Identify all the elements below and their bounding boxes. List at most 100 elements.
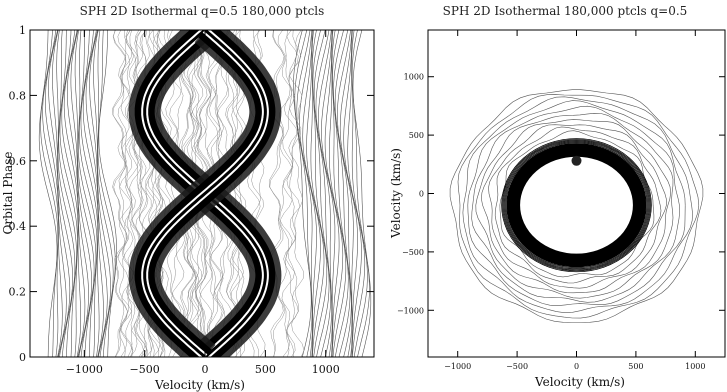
right-y-tick-label: −1000	[397, 306, 424, 315]
trailed-spectrum-panel: SPH 2D Isothermal q=0.5 180,000 ptcls −1…	[1, 4, 375, 392]
interior-contour	[117, 30, 134, 357]
left-y-tick-label: 0.8	[9, 89, 27, 102]
left-y-tick-label: 0.4	[9, 220, 27, 233]
disc-outer-contour	[462, 96, 693, 314]
right-plot-area	[449, 89, 704, 323]
bright-spot	[571, 155, 582, 166]
wing-contour	[40, 30, 59, 357]
wing-contour	[333, 30, 352, 357]
wing-contour	[38, 30, 58, 357]
wing-contour	[306, 30, 325, 357]
right-y-tick-label: 500	[409, 131, 424, 140]
left-y-tick-label: 1	[19, 24, 26, 37]
disc-ring-contour	[503, 140, 650, 271]
disc-ring-contour	[504, 141, 649, 270]
interior-contour	[277, 30, 294, 357]
wing-contour	[93, 30, 111, 357]
right-x-tick-label: 0	[574, 362, 579, 371]
right-x-tick-label: −500	[506, 362, 528, 371]
disc-ring-contour	[505, 142, 648, 269]
disc-ring-contour	[506, 143, 647, 268]
disc-ring-band	[507, 143, 646, 267]
left-x-tick-label: −500	[130, 363, 160, 376]
left-y-tick-label: 0	[19, 351, 26, 364]
right-y-tick-label: 0	[419, 190, 424, 199]
disc-outer-contour	[499, 130, 655, 278]
emission-s-wave-1	[143, 30, 267, 357]
wing-contour	[315, 30, 333, 357]
interior-contour	[169, 30, 186, 357]
wing-contour	[299, 30, 317, 357]
wing-contour	[59, 30, 78, 357]
wing-contour	[97, 30, 116, 357]
wing-contour	[58, 30, 77, 357]
wing-contour	[351, 30, 370, 357]
wing-contour	[312, 30, 330, 357]
wing-contour	[352, 30, 372, 357]
left-x-tick-label: −1000	[66, 363, 103, 376]
disc-ring-contour	[501, 138, 652, 273]
right-axis-ticks: −1000 −500 0 500 1000 −1000 −500 0 500 1000	[397, 30, 725, 371]
interior-contour	[128, 30, 145, 357]
wing-contour	[82, 30, 100, 357]
wing-contour	[80, 30, 99, 357]
disc-outer-contour	[494, 126, 662, 284]
right-x-tick-label: 500	[628, 362, 643, 371]
right-y-tick-label: −500	[402, 248, 424, 257]
left-x-axis-label: Velocity (km/s)	[154, 378, 245, 392]
left-chart-title: SPH 2D Isothermal q=0.5 180,000 ptcls	[80, 4, 325, 18]
wing-contour	[56, 30, 74, 357]
wing-contour	[85, 30, 104, 357]
disc-outer-contour	[471, 105, 681, 303]
disc-outer-contour	[481, 119, 672, 294]
wing-contour	[63, 30, 81, 357]
left-y-axis-label: Orbital Phase	[1, 152, 15, 235]
disc-outer-contour	[475, 112, 674, 299]
left-y-tick-label: 0.6	[9, 155, 27, 168]
left-axis-ticks: −1000 −500 0 500 1000 0 0.2 0.4 0.6 0.8 1	[9, 24, 374, 376]
left-y-tick-label: 0.2	[9, 286, 27, 299]
left-plot-area	[38, 30, 372, 357]
wing-contour	[98, 30, 117, 357]
disc-outer-contour	[488, 124, 667, 289]
wing-contour	[337, 30, 354, 357]
wing-contour	[332, 30, 351, 357]
right-x-tick-label: 1000	[685, 362, 705, 371]
left-x-tick-label: 500	[255, 363, 276, 376]
left-x-tick-label: 1000	[312, 363, 340, 376]
interior-contour	[165, 30, 182, 357]
wing-contour	[77, 30, 95, 357]
interior-contour	[288, 30, 305, 357]
right-x-axis-label: Velocity (km/s)	[534, 375, 625, 389]
wing-contour	[347, 30, 366, 357]
interior-contour	[283, 30, 299, 357]
interior-contour	[269, 30, 286, 357]
interior-contour	[226, 30, 243, 357]
wing-contour	[324, 30, 344, 357]
interior-contour	[119, 30, 136, 357]
wing-contour	[79, 30, 98, 357]
wing-contour	[293, 30, 312, 357]
right-x-tick-label: −1000	[444, 362, 471, 371]
wing-contour	[312, 30, 332, 357]
wing-contour	[97, 30, 114, 357]
right-y-axis-label: Velocity (km/s)	[389, 148, 403, 239]
interior-contour	[112, 30, 128, 357]
wing-contour	[67, 30, 86, 357]
right-chart-title: SPH 2D Isothermal 180,000 ptcls q=0.5	[443, 4, 688, 18]
disc-outer-contour	[457, 94, 700, 319]
wing-contour	[343, 30, 362, 357]
wing-contour	[74, 30, 92, 357]
disc-outer-contour	[449, 89, 704, 323]
wing-contour	[318, 30, 336, 357]
wing-contour	[48, 30, 67, 357]
left-plot-frame	[29, 29, 375, 358]
disc-inner-hole	[518, 155, 635, 255]
doppler-map-panel: SPH 2D Isothermal 180,000 ptcls q=0.5 −1…	[389, 4, 726, 389]
wing-contour	[45, 30, 63, 357]
right-y-tick-label: 1000	[404, 73, 424, 82]
interior-contour	[112, 30, 129, 357]
left-x-tick-label: 0	[202, 363, 209, 376]
disc-ring-contour	[502, 139, 651, 272]
